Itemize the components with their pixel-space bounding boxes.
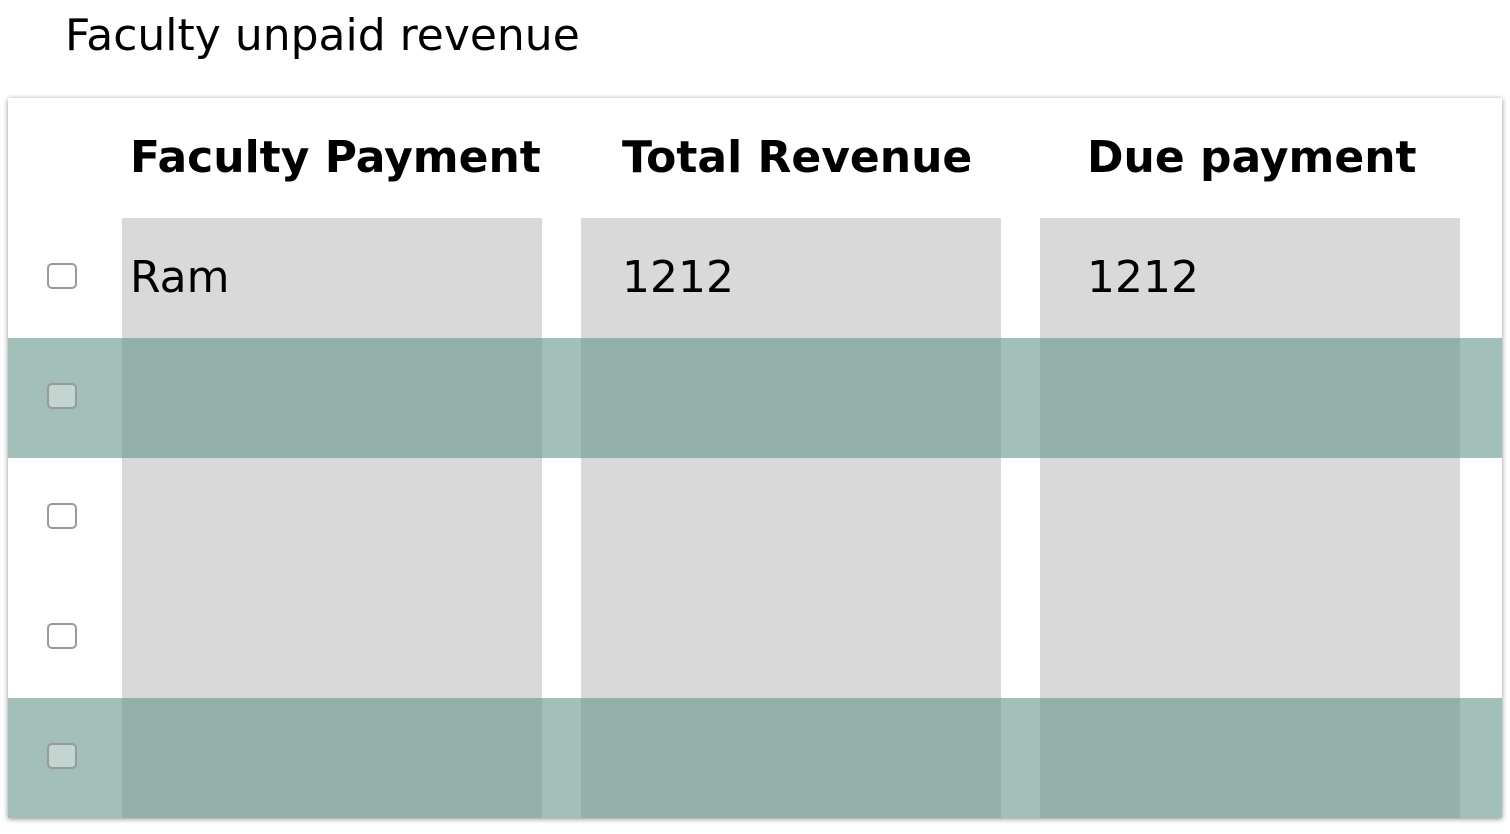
row-select-checkbox[interactable] [47, 743, 77, 769]
table-row [8, 458, 1502, 578]
row-select-checkbox[interactable] [47, 503, 77, 529]
page-title: Faculty unpaid revenue [65, 10, 580, 61]
table-row [8, 338, 1502, 458]
row-highlight-band [8, 338, 1502, 458]
table-row [8, 698, 1502, 818]
column-header-total-revenue: Total Revenue [622, 132, 973, 183]
table-row [8, 578, 1502, 698]
column-header-faculty-payment: Faculty Payment [130, 132, 541, 183]
cell-due-payment: 1212 [1087, 252, 1199, 303]
cell-total-revenue: 1212 [622, 252, 734, 303]
row-select-checkbox[interactable] [47, 623, 77, 649]
table-row: Ram 1212 1212 [8, 218, 1502, 338]
revenue-table: Faculty Payment Total Revenue Due paymen… [8, 98, 1502, 818]
cell-faculty-payment: Ram [130, 252, 230, 303]
row-highlight-band [8, 698, 1502, 818]
row-select-checkbox[interactable] [47, 383, 77, 409]
row-select-checkbox[interactable] [47, 263, 77, 289]
column-header-due-payment: Due payment [1087, 132, 1417, 183]
